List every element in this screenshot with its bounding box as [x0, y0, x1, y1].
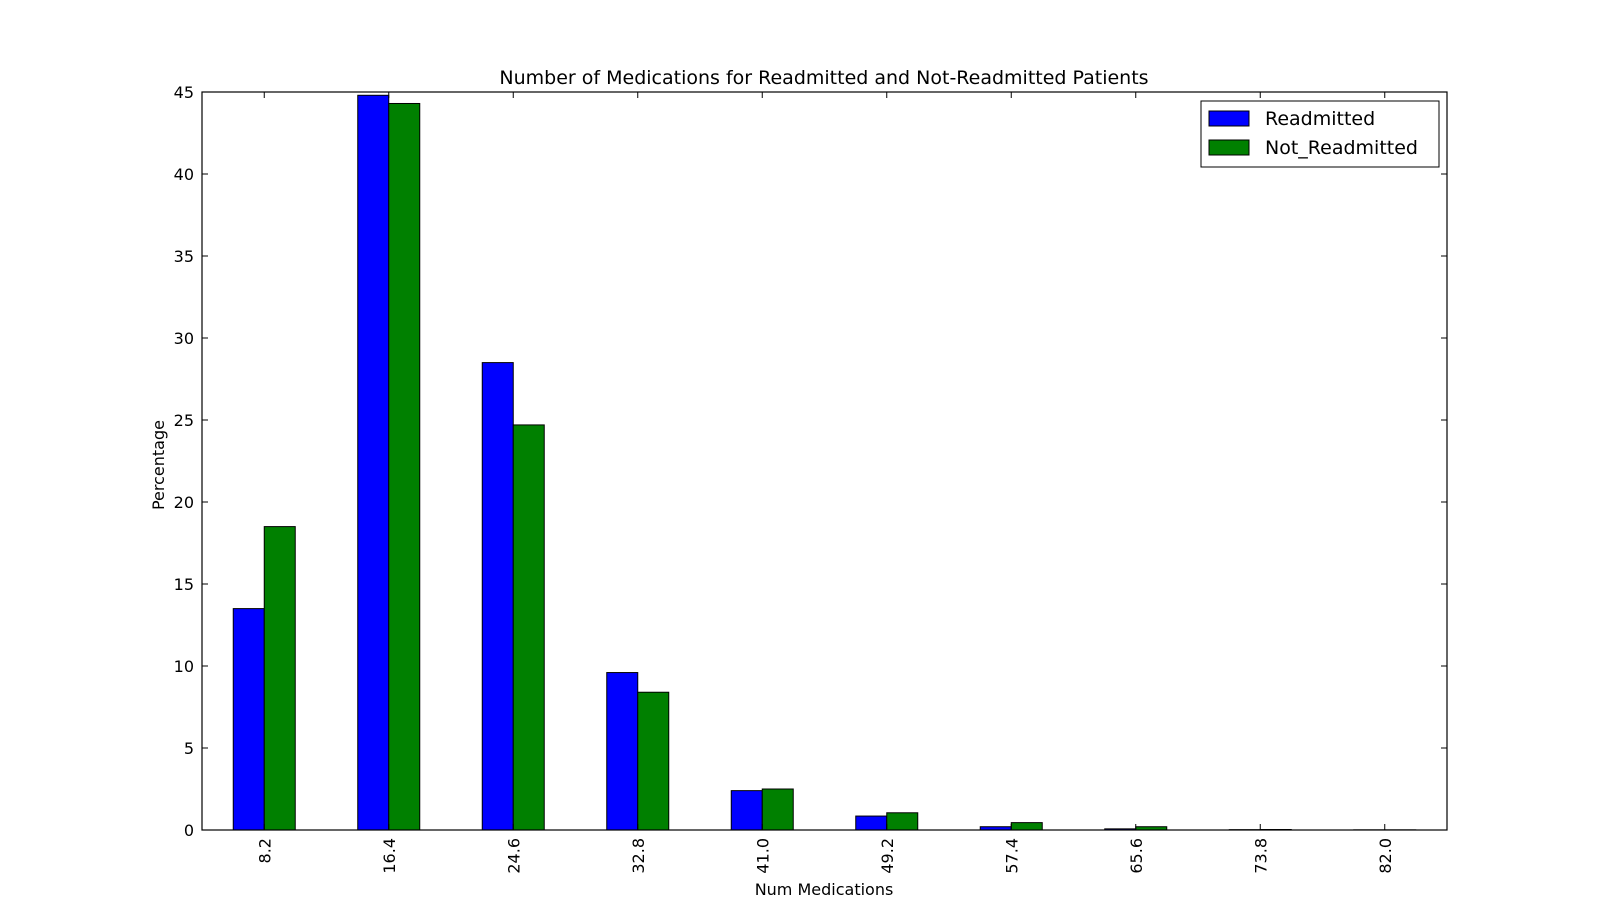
x-tick-label-9: 82.0	[1376, 838, 1395, 874]
y-tick-label-2: 10	[174, 657, 194, 676]
legend-swatch-not-readmitted	[1209, 140, 1249, 155]
x-axis: 8.2 16.4 24.6 32.8 41.0 49.2 57.4 65.6 73.8 82.0	[255, 92, 1395, 874]
bar-readmitted-1	[358, 95, 389, 830]
y-tick-label-6: 30	[174, 329, 194, 348]
legend-swatch-readmitted	[1209, 111, 1249, 126]
x-tick-label-4: 41.0	[753, 838, 772, 874]
x-tick-label-8: 73.8	[1251, 838, 1270, 874]
bar-readmitted-5	[856, 816, 887, 830]
x-tick-label-5: 49.2	[878, 838, 897, 874]
y-tick-label-7: 35	[174, 247, 194, 266]
bar-not-readmitted-0	[264, 527, 295, 830]
legend-label-readmitted: Readmitted	[1265, 108, 1375, 130]
y-axis-title: Percentage	[149, 420, 168, 510]
y-tick-label-4: 20	[174, 493, 194, 512]
legend-label-not-readmitted: Not_Readmitted	[1265, 137, 1418, 159]
y-tick-label-0: 0	[184, 821, 194, 840]
bar-readmitted-3	[607, 673, 638, 830]
x-tick-label-2: 24.6	[504, 838, 523, 874]
bar-not-readmitted-3	[638, 692, 669, 830]
y-tick-label-8: 40	[174, 165, 194, 184]
bar-not-readmitted-1	[389, 103, 420, 830]
y-tick-label-3: 15	[174, 575, 194, 594]
y-tick-label-9: 45	[174, 83, 194, 102]
bar-not-readmitted-2	[513, 425, 544, 830]
x-tick-label-3: 32.8	[629, 838, 648, 874]
legend: Readmitted Not_Readmitted	[1201, 101, 1439, 167]
y-tick-label-1: 5	[184, 739, 194, 758]
y-tick-label-5: 25	[174, 411, 194, 430]
x-tick-label-1: 16.4	[380, 838, 399, 874]
bar-not-readmitted-6	[1011, 823, 1042, 830]
bar-not-readmitted-5	[887, 813, 918, 830]
x-axis-title: Num Medications	[755, 880, 894, 899]
x-tick-label-6: 57.4	[1002, 838, 1021, 874]
bar-not-readmitted-4	[762, 789, 793, 830]
bars-layer	[233, 95, 1416, 830]
bar-readmitted-4	[731, 791, 762, 830]
bar-readmitted-0	[233, 609, 264, 830]
x-tick-label-0: 8.2	[255, 838, 274, 863]
chart-title: Number of Medications for Readmitted and…	[499, 67, 1148, 89]
x-tick-label-7: 65.6	[1127, 838, 1146, 874]
bar-readmitted-2	[482, 363, 513, 830]
